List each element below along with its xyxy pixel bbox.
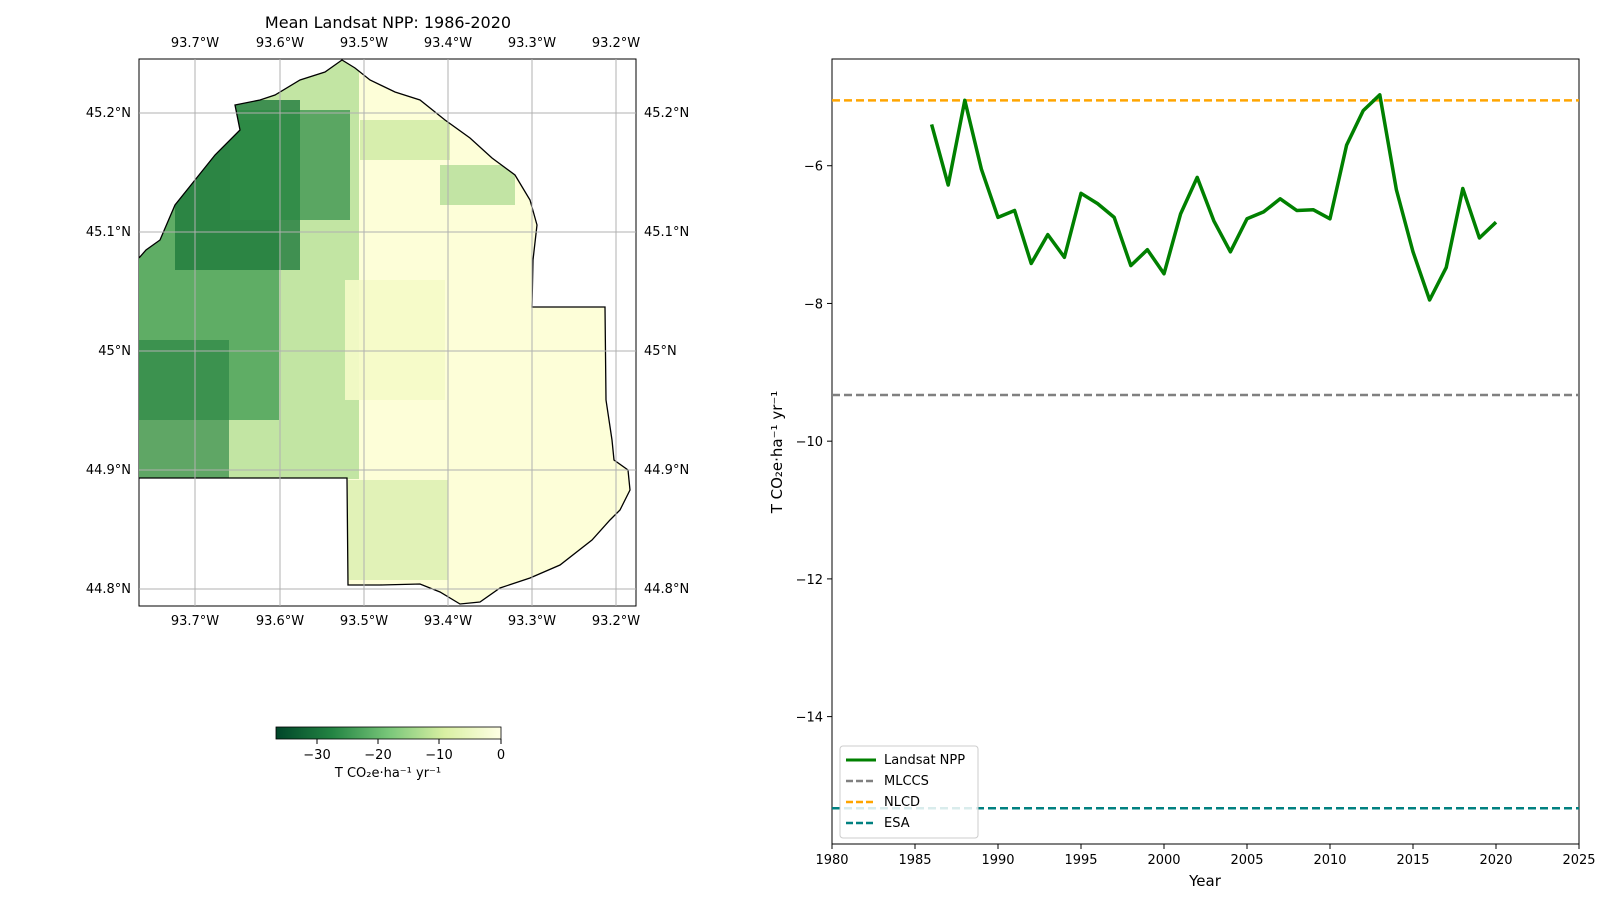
map-x-tick-top: 93.6°W bbox=[256, 36, 304, 51]
colorbar-label: T CO₂e·ha⁻¹ yr⁻¹ bbox=[334, 766, 441, 781]
map-x-tick-top: 93.4°W bbox=[424, 36, 472, 51]
high-npp-band-d bbox=[139, 340, 229, 478]
x-tick-label: 1985 bbox=[898, 853, 931, 868]
map-x-ticks-bottom: 93.7°W 93.6°W 93.5°W 93.4°W 93.3°W 93.2°… bbox=[171, 614, 640, 629]
x-axis-label: Year bbox=[1188, 872, 1222, 890]
series-line-landsat-npp bbox=[929, 93, 1498, 302]
map-y-tick-right: 45°N bbox=[644, 344, 677, 359]
map-y-tick-left: 44.9°N bbox=[86, 463, 131, 478]
map-area bbox=[138, 58, 637, 607]
map-x-tick-top: 93.7°W bbox=[171, 36, 219, 51]
map-title: Mean Landsat NPP: 1986-2020 bbox=[265, 13, 511, 32]
map-y-tick-right: 44.9°N bbox=[644, 463, 689, 478]
map-x-tick-bottom: 93.5°W bbox=[340, 614, 388, 629]
map-y-tick-left: 44.8°N bbox=[86, 582, 131, 597]
legend-label-nlcd: NLCD bbox=[884, 795, 920, 810]
map-y-tick-left: 45.1°N bbox=[86, 225, 131, 240]
county-boundary bbox=[138, 59, 631, 605]
map-x-tick-top: 93.3°W bbox=[508, 36, 556, 51]
map-y-tick-left: 45.2°N bbox=[86, 106, 131, 121]
colorbar-gradient bbox=[275, 726, 502, 740]
x-tick-label: 2020 bbox=[1479, 853, 1512, 868]
map-x-tick-bottom: 93.3°W bbox=[508, 614, 556, 629]
map-y-tick-right: 45.1°N bbox=[644, 225, 689, 240]
y-tick-label: −8 bbox=[804, 297, 823, 312]
map-x-tick-bottom: 93.4°W bbox=[424, 614, 472, 629]
map-gridlines bbox=[139, 59, 636, 606]
colorbar-ticks bbox=[316, 739, 502, 744]
series-lines bbox=[929, 93, 1498, 302]
plot-area bbox=[831, 58, 1580, 845]
map-y-tick-right: 45.2°N bbox=[644, 106, 689, 121]
map-x-tick-top: 93.5°W bbox=[340, 36, 388, 51]
x-tick-label: 1995 bbox=[1064, 853, 1097, 868]
x-tick-label: 1980 bbox=[815, 853, 848, 868]
colorbar-tick-label: 0 bbox=[497, 748, 505, 763]
moderate-npp-patch-s bbox=[348, 480, 448, 580]
legend-label-esa: ESA bbox=[884, 816, 910, 831]
map-y-ticks-left: 45.2°N 45.1°N 45°N 44.9°N 44.8°N bbox=[86, 106, 131, 597]
map-panel: Mean Landsat NPP: 1986-2020 bbox=[86, 13, 689, 781]
legend-label-landsat: Landsat NPP bbox=[884, 753, 965, 768]
x-tick-label: 2005 bbox=[1230, 853, 1263, 868]
legend-box bbox=[839, 745, 979, 839]
x-tick-label: 2015 bbox=[1396, 853, 1429, 868]
colorbar: −30 −20 −10 0 T CO₂e·ha⁻¹ yr⁻¹ bbox=[275, 726, 505, 781]
x-tick-label: 2010 bbox=[1313, 853, 1346, 868]
map-y-tick-left: 45°N bbox=[98, 344, 131, 359]
line-chart-panel: 1980 1985 1990 1995 2000 2005 2010 2015 2020 2025… bbox=[768, 58, 1596, 890]
x-axis: 1980 1985 1990 1995 2000 2005 2010 2015 2020 2025 bbox=[815, 844, 1596, 868]
map-x-tick-bottom: 93.7°W bbox=[171, 614, 219, 629]
map-x-tick-bottom: 93.2°W bbox=[592, 614, 640, 629]
y-axis-label: T CO₂e·ha⁻¹ yr⁻¹ bbox=[768, 391, 786, 515]
legend: Landsat NPP MLCCS NLCD ESA bbox=[839, 745, 979, 839]
map-x-tick-top: 93.2°W bbox=[592, 36, 640, 51]
y-tick-label: −10 bbox=[796, 435, 823, 450]
colorbar-tick-label: −10 bbox=[425, 748, 452, 763]
x-tick-label: 2025 bbox=[1562, 853, 1595, 868]
x-tick-label: 1990 bbox=[981, 853, 1014, 868]
x-tick-label: 2000 bbox=[1147, 853, 1180, 868]
high-npp-band-c bbox=[230, 110, 350, 220]
map-y-ticks-right: 45.2°N 45.1°N 45°N 44.9°N 44.8°N bbox=[644, 106, 689, 597]
y-axis: −6 −8 −10 −12 −14 bbox=[796, 160, 832, 726]
y-tick-label: −6 bbox=[804, 160, 823, 175]
low-npp-patch-sw bbox=[345, 280, 445, 400]
map-y-tick-right: 44.8°N bbox=[644, 582, 689, 597]
moderate-npp-patch-e bbox=[360, 120, 450, 160]
legend-label-mlccs: MLCCS bbox=[884, 774, 929, 789]
moderate-npp-patch-ne bbox=[440, 165, 515, 205]
colorbar-tick-label: −30 bbox=[303, 748, 330, 763]
y-tick-label: −12 bbox=[796, 573, 823, 588]
map-x-tick-bottom: 93.6°W bbox=[256, 614, 304, 629]
y-tick-label: −14 bbox=[796, 711, 823, 726]
colorbar-tick-label: −20 bbox=[364, 748, 391, 763]
map-x-ticks-top: 93.7°W 93.6°W 93.5°W 93.4°W 93.3°W 93.2°… bbox=[171, 36, 640, 51]
